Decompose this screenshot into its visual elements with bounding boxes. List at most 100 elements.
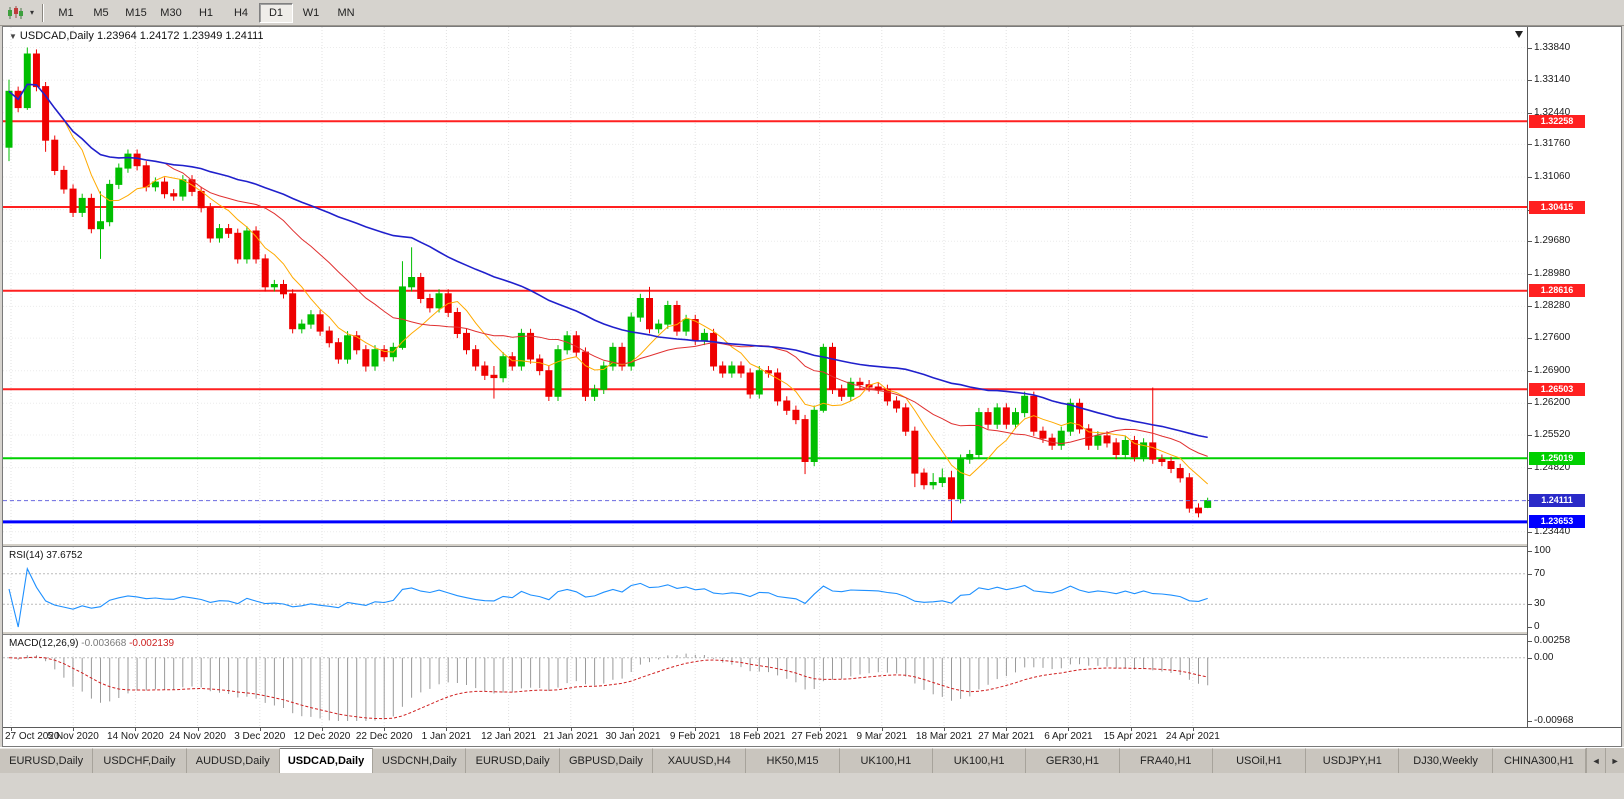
tab-scroll-left-icon[interactable]: ◄ (1586, 748, 1605, 773)
price-tick-label: 1.29680 (1534, 235, 1571, 247)
macd-panel-canvas[interactable] (3, 635, 1527, 727)
chart-tab-usdchf-daily[interactable]: USDCHF,Daily (93, 748, 187, 773)
rsi-panel-canvas[interactable] (3, 547, 1527, 631)
chart-tab-ger30-h1[interactable]: GER30,H1 (1026, 748, 1120, 773)
date-label: 30 Jan 2021 (605, 731, 661, 742)
macd-signal-line (8, 656, 1208, 720)
price-scale[interactable]: 1.338401.331401.324401.317601.310601.303… (1527, 27, 1621, 727)
date-label: 9 Mar 2021 (856, 731, 908, 742)
scale-tick-mark (1528, 273, 1532, 275)
chart-tab-uk100-h1[interactable]: UK100,H1 (932, 748, 1027, 773)
date-label: 12 Dec 2020 (293, 731, 351, 742)
price-tick-label: 1.28980 (1534, 267, 1571, 279)
chart-tab-gbpusd-daily[interactable]: GBPUSD,Daily (559, 748, 654, 773)
macd-tick-label: 0.00 (1534, 651, 1554, 663)
hline-price-label: 1.25019 (1529, 451, 1585, 465)
date-tick-mark (73, 728, 75, 731)
price-tick-label: 1.31760 (1534, 138, 1571, 150)
timeframe-group: M1 M5 M15 M30 H1 H4 D1 W1 MN (49, 2, 364, 23)
chart-shift-marker (1515, 31, 1523, 38)
date-tick-mark (11, 728, 12, 731)
rsi-tick-label: 0 (1534, 621, 1540, 632)
chart-type-button[interactable] (4, 3, 26, 23)
panel-splitter[interactable] (3, 631, 1621, 635)
chart-tab-dj30-weekly[interactable]: DJ30,Weekly (1399, 748, 1493, 773)
scale-tick-mark (1528, 551, 1532, 552)
top-toolbar: ▾ M1 M5 M15 M30 H1 H4 D1 W1 MN (0, 0, 1624, 26)
chart-tab-usoil-h1[interactable]: USOil,H1 (1212, 748, 1307, 773)
chart-tab-eurusd-daily[interactable]: EURUSD,Daily (0, 748, 94, 773)
macd-tick-label: 0.00258 (1534, 635, 1571, 646)
date-tick-mark (1192, 728, 1194, 731)
scale-tick-mark (1528, 338, 1532, 340)
timeframe-button-w1[interactable]: W1 (302, 6, 320, 19)
panel-splitter[interactable] (3, 543, 1621, 547)
timeframe-button-d1[interactable]: D1 (259, 2, 293, 23)
date-label: 14 Nov 2020 (107, 731, 164, 742)
hline-price-label: 1.28616 (1529, 284, 1585, 298)
hline-price-label: 1.30415 (1529, 200, 1585, 214)
scale-tick-mark (1528, 241, 1532, 243)
date-label: 27 Mar 2021 (978, 731, 1035, 742)
date-tick-mark (446, 728, 448, 731)
macd-signal-value: -0.002139 (129, 638, 175, 649)
chart-tab-hk50-m15[interactable]: HK50,M15 (746, 748, 840, 773)
price-tick-label: 1.26200 (1534, 397, 1571, 409)
scale-tick-mark (1528, 177, 1532, 178)
price-tick-label: 1.28280 (1534, 300, 1571, 312)
date-tick-mark (1068, 728, 1070, 731)
date-label: 27 Feb 2021 (791, 731, 848, 742)
price-tick-label: 1.23440 (1534, 525, 1571, 537)
date-tick-mark (384, 728, 386, 731)
date-tick-mark (881, 728, 883, 731)
chart-collapse-icon[interactable]: ▼ (9, 32, 17, 41)
rsi-tick-label: 100 (1534, 545, 1551, 556)
chart-ohlc-values: 1.23964 1.24172 1.23949 1.24111 (96, 30, 264, 42)
price-tick-label: 1.27600 (1534, 332, 1571, 344)
chart-title: ▼ USDCAD,Daily 1.23964 1.24172 1.23949 1.… (9, 30, 264, 42)
scale-tick-mark (1528, 370, 1532, 372)
date-tick-mark (135, 728, 137, 731)
price-tick-label: 1.33840 (1534, 41, 1571, 53)
chart-symbol-label: USDCAD,Daily (19, 30, 94, 42)
scale-tick-mark (1528, 112, 1532, 114)
timeframe-button-m15[interactable]: M15 (125, 6, 147, 19)
chart-tab-uk100-h1[interactable]: UK100,H1 (839, 748, 933, 773)
scale-tick-mark (1528, 721, 1532, 722)
chevron-down-icon[interactable]: ▾ (29, 8, 34, 17)
timeframe-button-m5[interactable]: M5 (93, 6, 109, 19)
tab-scroll-right-icon[interactable]: ► (1605, 748, 1624, 773)
rsi-name: RSI(14) (9, 550, 44, 561)
timeframe-button-m1[interactable]: M1 (58, 6, 74, 19)
timeframe-button-h4[interactable]: H4 (233, 6, 249, 19)
price-tick-label: 1.25520 (1534, 429, 1571, 440)
timeframe-button-h1[interactable]: H1 (198, 6, 214, 19)
timeframe-button-m30[interactable]: M30 (160, 6, 182, 19)
scale-tick-mark (1528, 80, 1532, 82)
date-tick-mark (757, 728, 759, 731)
chart-tab-audusd-daily[interactable]: AUDUSD,Daily (186, 748, 280, 773)
date-axis[interactable]: 27 Oct 2020 5 Nov 2020 14 Nov 2020 24 Nov 2… (3, 727, 1621, 746)
chart-tab-xauusd-h4[interactable]: XAUUSD,H4 (653, 748, 747, 773)
scale-tick-mark (1528, 144, 1532, 146)
chart-tab-usdcnh-daily[interactable]: USDCNH,Daily (373, 748, 467, 773)
date-tick-mark (508, 728, 510, 731)
chart-tab-china300-h1[interactable]: CHINA300,H1 (1492, 748, 1587, 773)
scale-tick-mark (1528, 467, 1532, 469)
date-label: 9 Feb 2021 (669, 731, 721, 742)
scale-tick-mark (1528, 641, 1532, 642)
rsi-tick-label: 30 (1534, 598, 1546, 610)
scale-tick-mark (1528, 306, 1532, 308)
price-tick-label: 1.33140 (1534, 74, 1571, 86)
chart-tab-eurusd-daily[interactable]: EURUSD,Daily (466, 748, 560, 773)
main-chart-canvas[interactable] (3, 27, 1527, 543)
chart-tab-fra40-h1[interactable]: FRA40,H1 (1119, 748, 1213, 773)
scale-tick-mark (1528, 435, 1532, 436)
date-label: 12 Jan 2021 (481, 731, 537, 742)
chart-tab-bar: EURUSD,Daily USDCHF,Daily AUDUSD,Daily USDC… (0, 747, 1624, 773)
date-tick-mark (322, 728, 323, 731)
date-tick-mark (1006, 728, 1008, 731)
chart-tab-usdcad-daily[interactable]: USDCAD,Daily (279, 748, 374, 773)
chart-tab-usdjpy-h1[interactable]: USDJPY,H1 (1306, 748, 1400, 773)
timeframe-button-mn[interactable]: MN (337, 6, 355, 19)
